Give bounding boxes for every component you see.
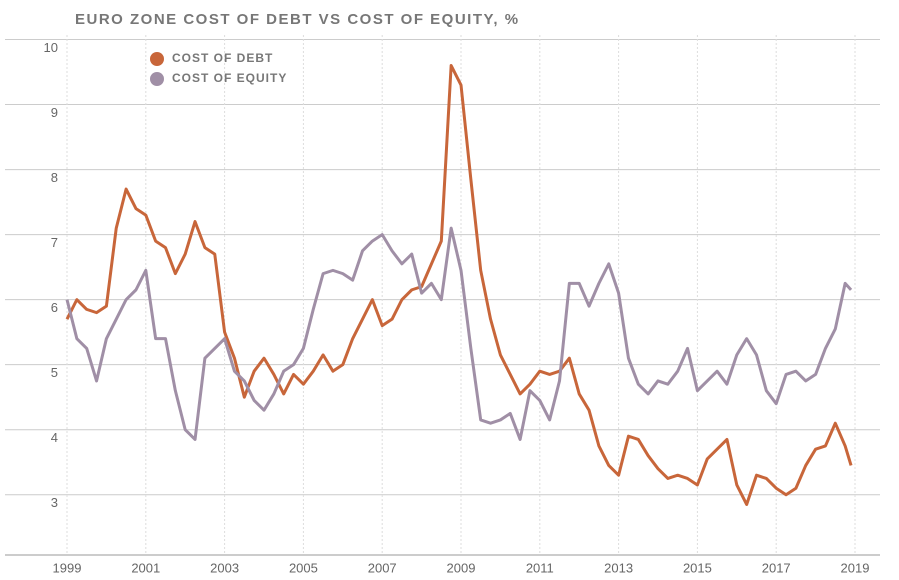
- series-line: [65, 226, 853, 441]
- x-tick-label: 2005: [289, 560, 318, 575]
- series-line: [65, 64, 853, 506]
- x-tick-label: 2019: [841, 560, 870, 575]
- x-tick-label: 2017: [762, 560, 791, 575]
- legend-label: COST OF EQUITY: [172, 71, 287, 85]
- x-tick-label: 1999: [53, 560, 82, 575]
- x-tick-label: 2013: [604, 560, 633, 575]
- legend-marker: [150, 72, 164, 86]
- y-tick-label: 8: [51, 170, 58, 185]
- y-tick-label: 9: [51, 105, 58, 120]
- y-tick-label: 4: [51, 430, 58, 445]
- x-tick-label: 2015: [683, 560, 712, 575]
- x-tick-label: 2001: [131, 560, 160, 575]
- legend-marker: [150, 52, 164, 66]
- legend-label: COST OF DEBT: [172, 51, 273, 65]
- x-tick-label: 2011: [526, 560, 554, 575]
- y-tick-label: 7: [51, 235, 58, 250]
- x-tick-label: 2009: [447, 560, 476, 575]
- y-tick-label: 3: [51, 495, 58, 510]
- chart-title: EURO ZONE COST OF DEBT VS COST OF EQUITY…: [75, 11, 520, 28]
- x-tick-label: 2007: [368, 560, 397, 575]
- y-tick-label: 5: [51, 365, 58, 380]
- y-tick-label: 6: [51, 300, 58, 315]
- x-tick-label: 2003: [210, 560, 239, 575]
- y-tick-label: 10: [44, 40, 58, 55]
